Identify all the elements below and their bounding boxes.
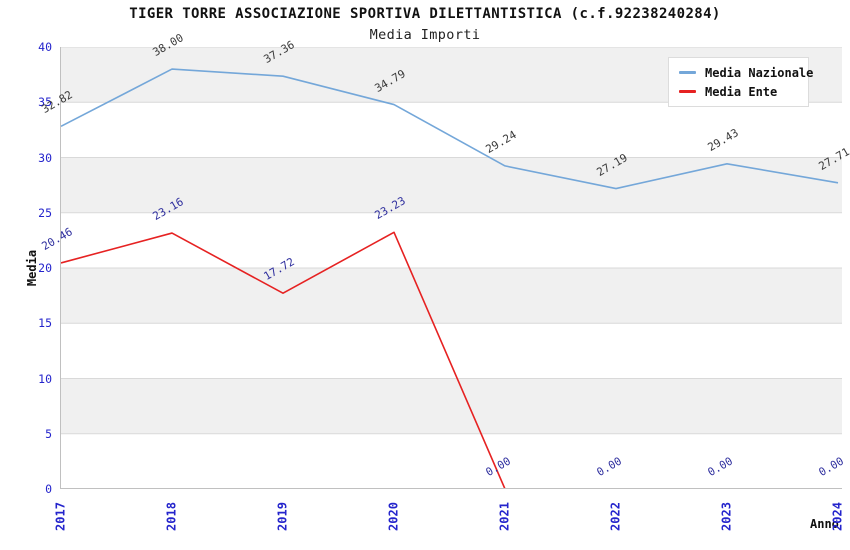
x-axis-tick: 2017 [53,502,68,531]
chart-subtitle: Media Importi [369,27,481,43]
plot-band [60,378,842,434]
y-axis-tick: 35 [38,95,52,110]
x-axis-title: Anno [810,517,839,531]
legend-line-swatch-icon [679,71,696,74]
series-line-media-ente [60,231,838,489]
x-axis-tick: 2023 [719,502,734,531]
x-axis-tick: 2018 [164,502,179,531]
legend-label: Media Ente [705,84,778,99]
y-axis-tick: 10 [38,371,52,386]
x-axis-tick: 2021 [497,502,512,531]
y-axis-tick: 40 [38,40,52,54]
y-axis-tick: 15 [38,316,52,331]
legend: Media Nazionale Media Ente [668,57,813,107]
plot-band [60,268,842,324]
y-axis-tick: 0 [45,482,52,496]
chart-title: TIGER TORRE ASSOCIAZIONE SPORTIVA DILETT… [129,6,721,22]
legend-label: Media Nazionale [705,65,814,80]
x-axis-tick: 2024 [830,502,845,531]
x-axis-line [60,488,842,489]
x-axis-tick: 2022 [608,502,623,531]
y-axis-line [60,47,61,489]
legend-item: Media Nazionale [679,65,813,80]
y-axis-tick: 20 [38,261,52,275]
x-axis-tick: 2020 [386,502,401,531]
y-axis-tick: 25 [38,205,52,220]
series-line-media-nazionale [60,68,839,190]
plot-band [60,102,842,158]
plot-area [60,47,842,489]
plot-band [60,433,842,489]
legend-item: Media Ente [679,84,798,99]
y-axis-tick: 30 [38,150,52,165]
y-axis-tick: 5 [45,426,52,441]
plot-band [60,323,842,379]
x-axis-tick: 2019 [275,502,290,531]
plot-band [60,212,842,268]
legend-line-swatch-icon [679,90,696,93]
